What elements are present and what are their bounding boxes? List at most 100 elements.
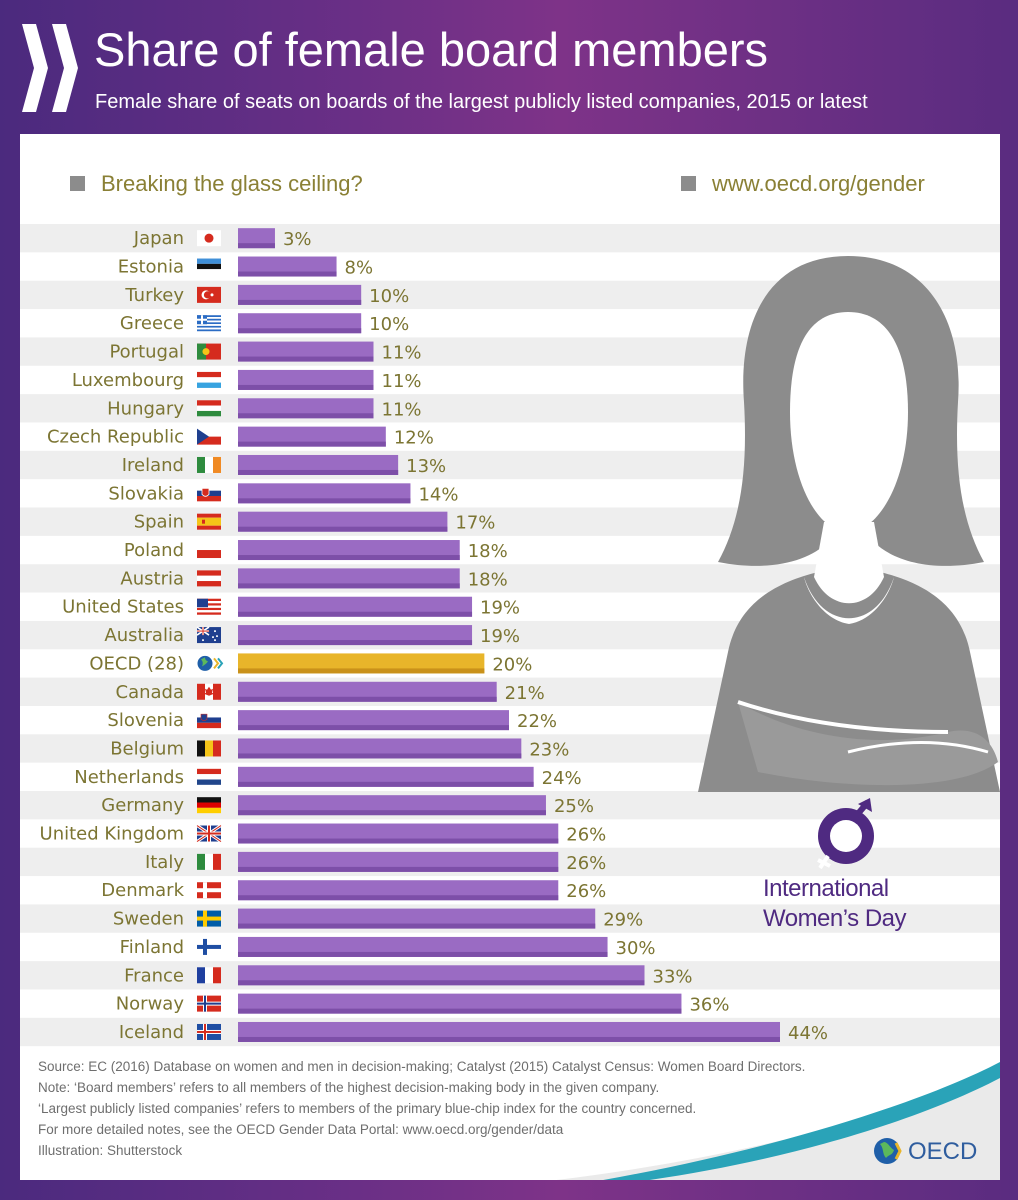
value-label: 13% bbox=[406, 456, 446, 477]
category-label: OECD (28) bbox=[89, 653, 184, 674]
usa-flag bbox=[197, 598, 221, 615]
bar-shade bbox=[238, 469, 399, 475]
category-label: France bbox=[124, 965, 184, 986]
bar-shade bbox=[238, 498, 411, 504]
category-label: United States bbox=[62, 597, 184, 618]
source-line-5: Illustration: Shutterstock bbox=[38, 1143, 183, 1158]
bar-shade bbox=[238, 668, 485, 674]
category-label: Hungary bbox=[107, 398, 184, 419]
gender-symbol-icon bbox=[817, 798, 874, 870]
value-label: 19% bbox=[480, 598, 520, 619]
value-label: 14% bbox=[418, 484, 458, 505]
tagline-right: www.oecd.org/gender bbox=[681, 170, 925, 198]
bar-shade bbox=[238, 441, 386, 447]
category-label: Portugal bbox=[109, 342, 184, 363]
value-label: 44% bbox=[788, 1023, 828, 1044]
bar-shade bbox=[238, 838, 559, 844]
bar-shade bbox=[238, 1008, 682, 1014]
bar-shade bbox=[238, 299, 362, 305]
italy-flag bbox=[197, 853, 221, 870]
oecd-globe-icon bbox=[197, 655, 224, 671]
category-label: Belgium bbox=[110, 738, 184, 759]
category-label: Finland bbox=[120, 937, 184, 958]
bar-shade bbox=[238, 640, 473, 646]
category-label: Poland bbox=[124, 540, 184, 561]
finland-flag bbox=[197, 938, 221, 955]
value-label: 8% bbox=[345, 258, 374, 279]
bar-shade bbox=[238, 555, 460, 561]
row-stripe bbox=[20, 224, 1000, 253]
bar-chart: Japan 3% Estonia 8% Turkey 10% Greece 10% Portug… bbox=[20, 224, 1000, 1047]
category-label: Austria bbox=[120, 568, 184, 589]
bar-shade bbox=[238, 781, 534, 787]
bar-shade bbox=[238, 611, 473, 617]
value-label: 10% bbox=[369, 314, 409, 335]
value-label: 20% bbox=[492, 654, 532, 675]
netherlands-flag bbox=[197, 768, 221, 785]
czech-flag bbox=[197, 428, 221, 445]
category-label: Luxembourg bbox=[72, 370, 184, 391]
bar-shade bbox=[238, 866, 559, 872]
value-label: 18% bbox=[468, 541, 508, 562]
bar-shade bbox=[238, 526, 448, 532]
bar-shade bbox=[238, 583, 460, 589]
bar-shade bbox=[238, 413, 374, 419]
category-label: Netherlands bbox=[74, 767, 184, 788]
slovakia-flag bbox=[197, 485, 221, 502]
hungary-flag bbox=[197, 400, 221, 417]
france-flag bbox=[197, 967, 221, 984]
value-label: 19% bbox=[480, 626, 520, 647]
ireland-flag bbox=[197, 456, 221, 473]
estonia-flag bbox=[197, 258, 221, 275]
bar-shade bbox=[238, 951, 608, 957]
category-label: Turkey bbox=[124, 285, 184, 306]
category-label: Estonia bbox=[118, 257, 184, 278]
bar-shade bbox=[238, 753, 522, 759]
value-label: 26% bbox=[566, 853, 606, 874]
turkey-flag bbox=[197, 286, 221, 303]
value-label: 25% bbox=[554, 796, 594, 817]
oecd-logo-text: OECD bbox=[908, 1138, 978, 1165]
bar-shade bbox=[238, 923, 596, 929]
value-label: 24% bbox=[542, 768, 582, 789]
category-label: Canada bbox=[116, 682, 185, 703]
bar-shade bbox=[238, 810, 546, 816]
bar bbox=[238, 596, 473, 617]
tagline-left: Breaking the glass ceiling? bbox=[70, 170, 363, 198]
sweden-flag bbox=[197, 910, 221, 927]
luxembourg-flag bbox=[197, 371, 221, 388]
bar-shade bbox=[238, 243, 275, 249]
category-label: Iceland bbox=[119, 1022, 184, 1043]
bar bbox=[238, 369, 374, 390]
uk-flag bbox=[196, 824, 222, 843]
page-subtitle: Female share of seats on boards of the l… bbox=[95, 91, 868, 113]
denmark-flag bbox=[197, 882, 221, 899]
value-label: 21% bbox=[505, 683, 545, 704]
category-label: Sweden bbox=[113, 909, 184, 930]
value-label: 11% bbox=[382, 371, 422, 392]
japan-flag bbox=[197, 230, 221, 247]
source-notes: Source: EC (2016) Database on women and … bbox=[38, 1056, 918, 1161]
content-panel: Japan 3% Estonia 8% Turkey 10% Greece 10% Portug… bbox=[20, 134, 1000, 1180]
source-line-3: ‘Largest publicly listed companies’ refe… bbox=[38, 1101, 697, 1116]
category-label: Greece bbox=[120, 313, 184, 334]
category-label: Italy bbox=[145, 852, 184, 873]
bar-shade bbox=[238, 980, 645, 986]
bar-shade bbox=[238, 696, 497, 702]
category-label: Denmark bbox=[101, 880, 184, 901]
source-line-4: For more detailed notes, see the OECD Ge… bbox=[38, 1122, 564, 1137]
category-label: Spain bbox=[134, 512, 184, 533]
greece-flag bbox=[197, 315, 221, 332]
austria-flag bbox=[197, 570, 221, 587]
canada-flag bbox=[197, 683, 221, 700]
oecd-globe-icon bbox=[874, 1138, 902, 1164]
value-label: 12% bbox=[394, 428, 434, 449]
poland-flag bbox=[197, 542, 221, 559]
bar-shade bbox=[238, 725, 509, 731]
iwd-line-1: International bbox=[763, 875, 889, 902]
value-label: 26% bbox=[566, 881, 606, 902]
value-label: 11% bbox=[382, 399, 422, 420]
category-label: Slovenia bbox=[107, 710, 184, 731]
spain-flag bbox=[197, 513, 221, 530]
